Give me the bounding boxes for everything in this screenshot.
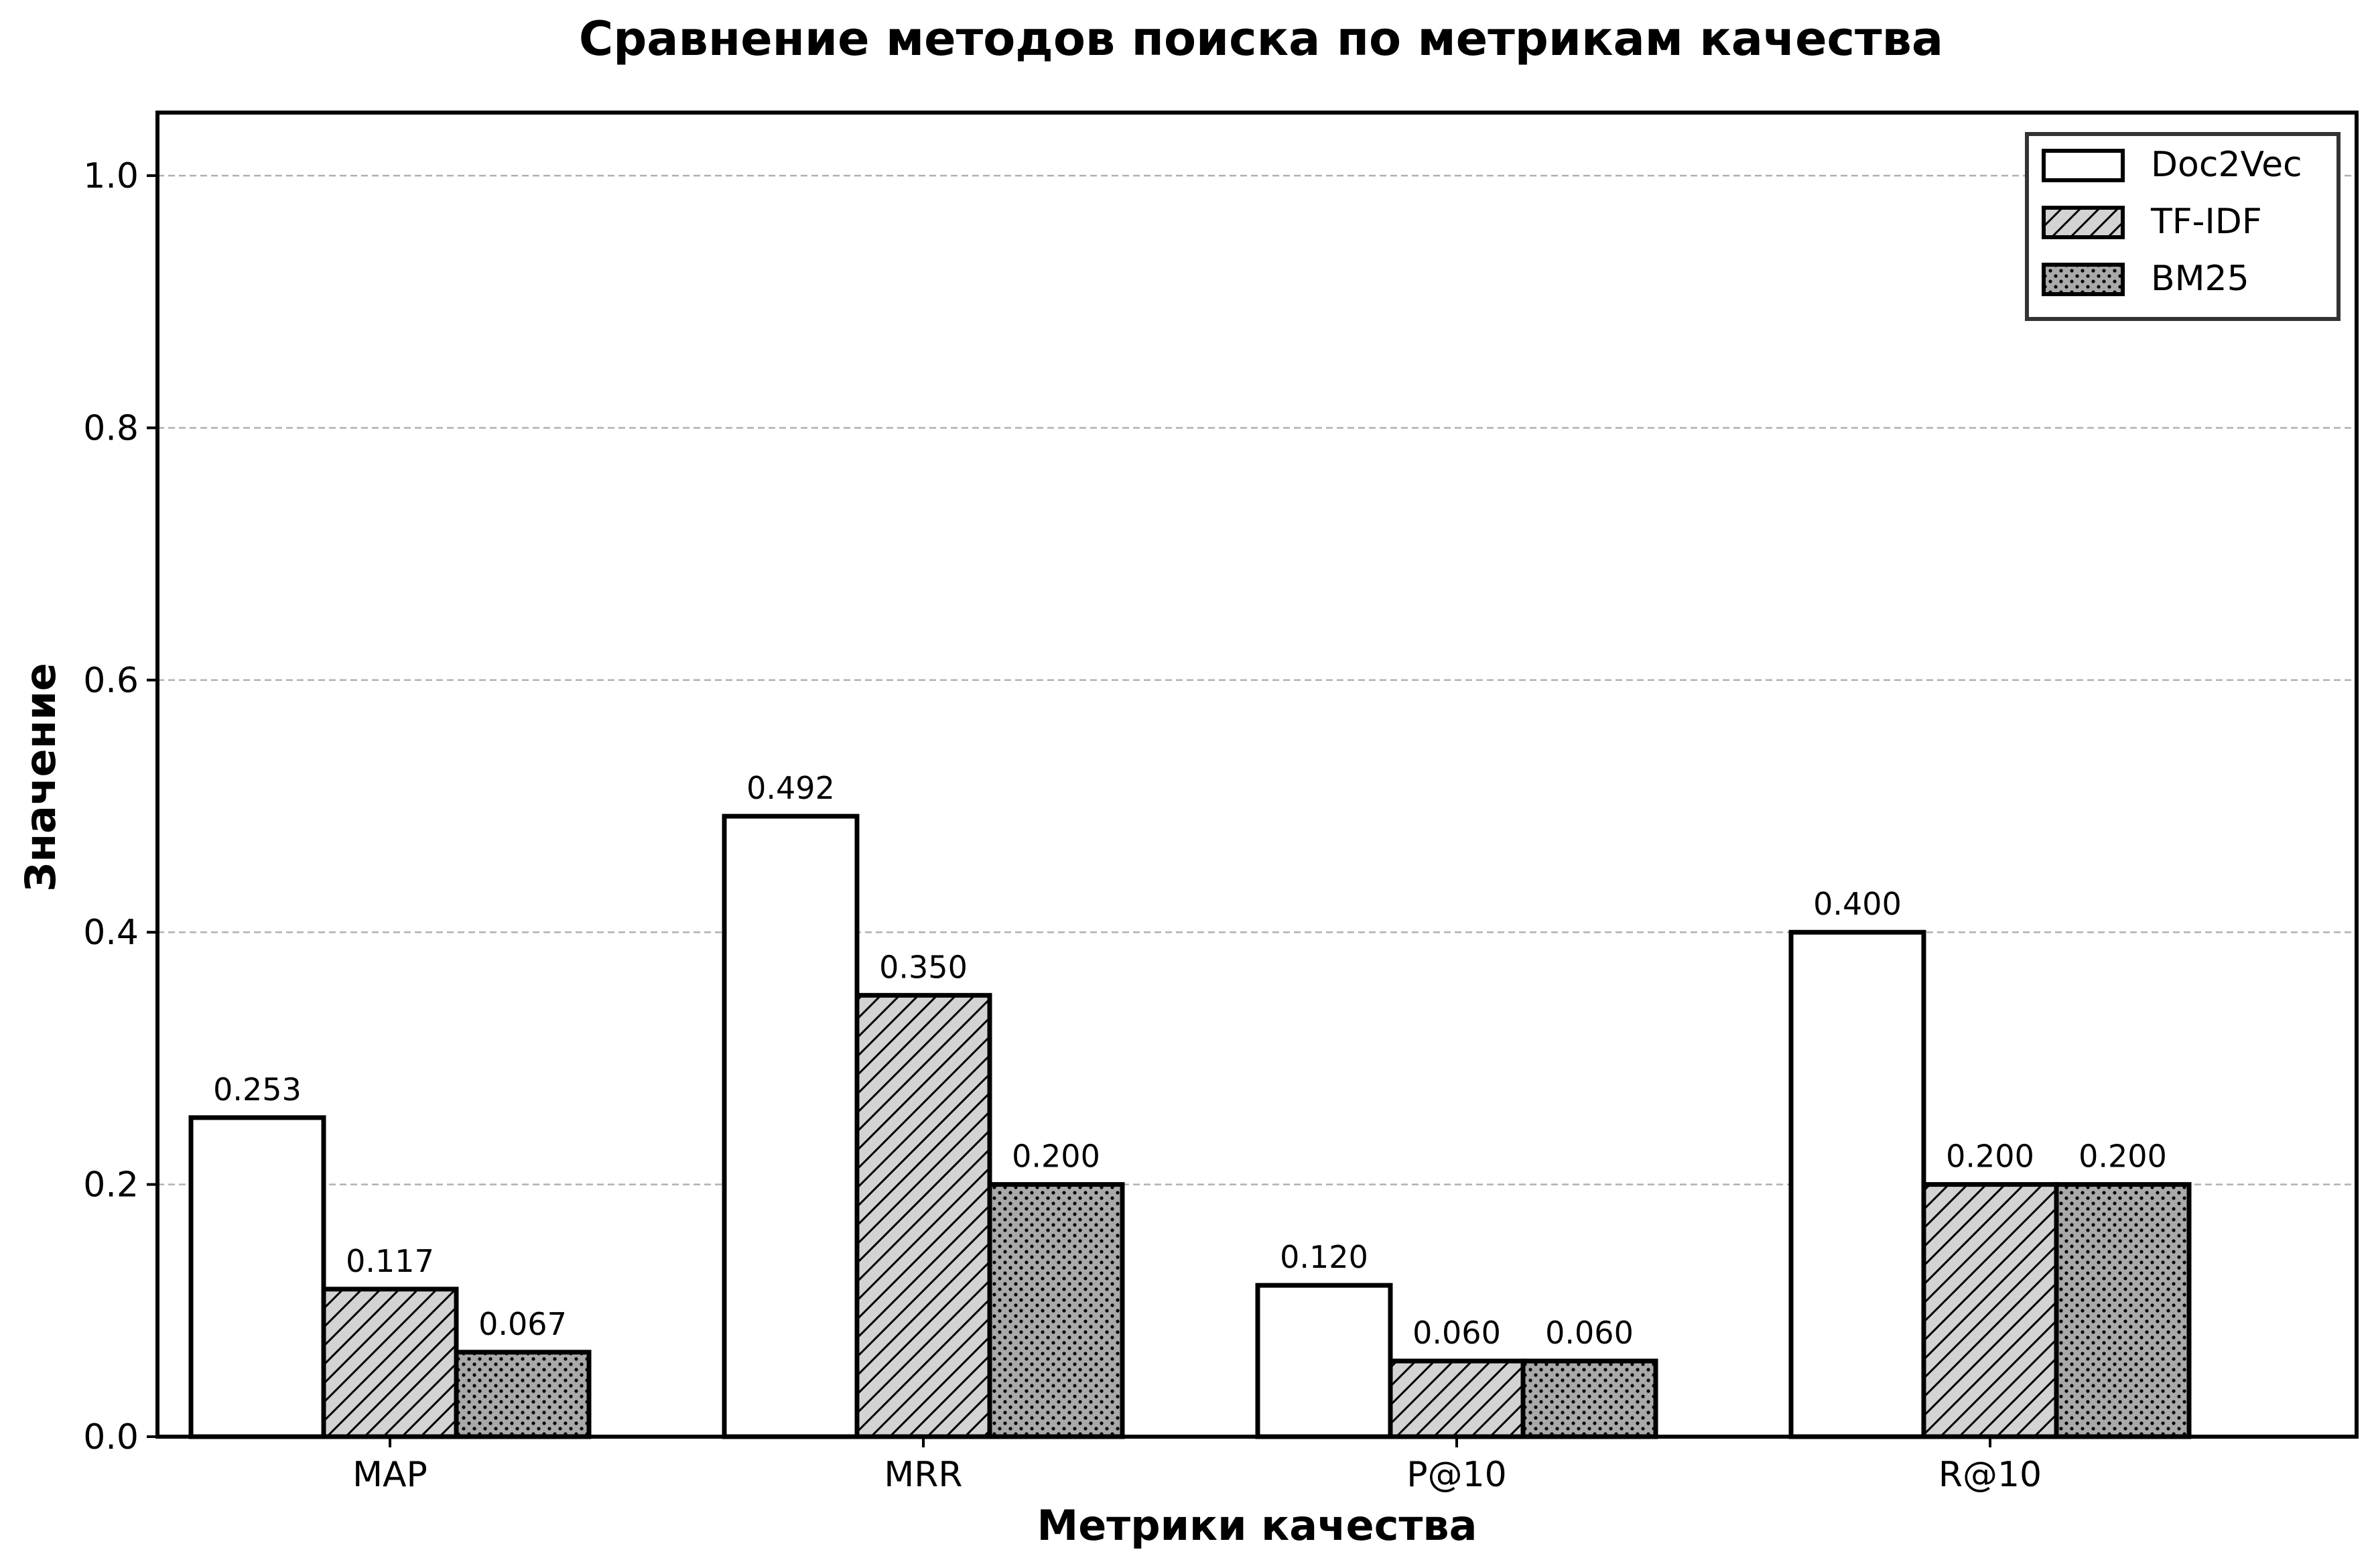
bar-tf-idf-map	[321, 1287, 459, 1439]
y-tick-label: 0.2	[83, 1165, 139, 1205]
legend-swatch	[2042, 149, 2125, 182]
bar-value-label: 0.200	[1012, 1138, 1100, 1175]
x-tick-label: P@10	[1406, 1455, 1507, 1495]
legend-label: TF-IDF	[2150, 202, 2262, 242]
bar-value-label: 0.067	[478, 1306, 567, 1342]
y-axis-ticks: 0.0 0.2 0.4 0.6 0.8 1.0	[83, 156, 157, 1457]
y-tick-label: 0.8	[83, 408, 139, 448]
bar-value-label: 0.060	[1412, 1315, 1501, 1351]
legend-swatch	[2042, 263, 2125, 296]
bar-doc2vec-r-10	[1788, 929, 1926, 1439]
x-tick-label: MAP	[352, 1455, 427, 1495]
bar-tf-idf-mrr	[854, 992, 992, 1439]
bar-value-label: 0.253	[213, 1071, 302, 1108]
bar-doc2vec-map	[188, 1115, 326, 1439]
bar-bm25-p-10	[1520, 1358, 1658, 1439]
bar-value-label: 0.060	[1545, 1315, 1634, 1351]
y-tick-label: 0.4	[83, 913, 139, 953]
y-tick-label: 0.0	[83, 1417, 139, 1457]
bar-value-label: 0.492	[746, 770, 835, 806]
bar-doc2vec-mrr	[722, 813, 860, 1439]
bar-value-label: 0.117	[346, 1243, 434, 1279]
plot-frame	[155, 111, 2359, 1439]
value-labels: 0.253 0.117 0.067 0.492 0.350 0.200 0.120 0.060…	[213, 770, 2167, 1351]
legend-label: BM25	[2151, 259, 2249, 299]
bar-value-label: 0.200	[2079, 1138, 2167, 1175]
x-axis-ticks: MAP MRR P@10 R@10	[352, 1437, 2042, 1495]
y-tick-label: 1.0	[83, 156, 139, 196]
bar-tf-idf-r-10	[1921, 1182, 2059, 1439]
x-tick-label: MRR	[884, 1455, 962, 1495]
bars	[188, 813, 2192, 1439]
legend: Doc2Vec TF-IDF BM25	[2025, 132, 2341, 321]
bar-doc2vec-p-10	[1255, 1283, 1393, 1439]
bar-bm25-map	[454, 1350, 592, 1439]
bar-value-label: 0.350	[879, 949, 968, 985]
legend-label: Doc2Vec	[2151, 145, 2302, 185]
legend-swatch	[2042, 206, 2125, 239]
bar-value-label: 0.400	[1813, 886, 1902, 922]
grid-lines	[157, 174, 2357, 1185]
bar-bm25-r-10	[2054, 1182, 2192, 1439]
bar-value-label: 0.120	[1280, 1239, 1368, 1275]
chart-title: Сравнение методов поиска по метрикам кач…	[579, 11, 1943, 66]
y-tick-label: 0.6	[83, 661, 139, 701]
bar-value-label: 0.200	[1946, 1138, 2034, 1175]
x-axis-label: Метрики качества	[1037, 1501, 1477, 1550]
y-axis-label: Значение	[16, 663, 65, 892]
bar-tf-idf-p-10	[1388, 1358, 1526, 1439]
x-tick-label: R@10	[1938, 1455, 2042, 1495]
bar-bm25-mrr	[987, 1182, 1125, 1439]
